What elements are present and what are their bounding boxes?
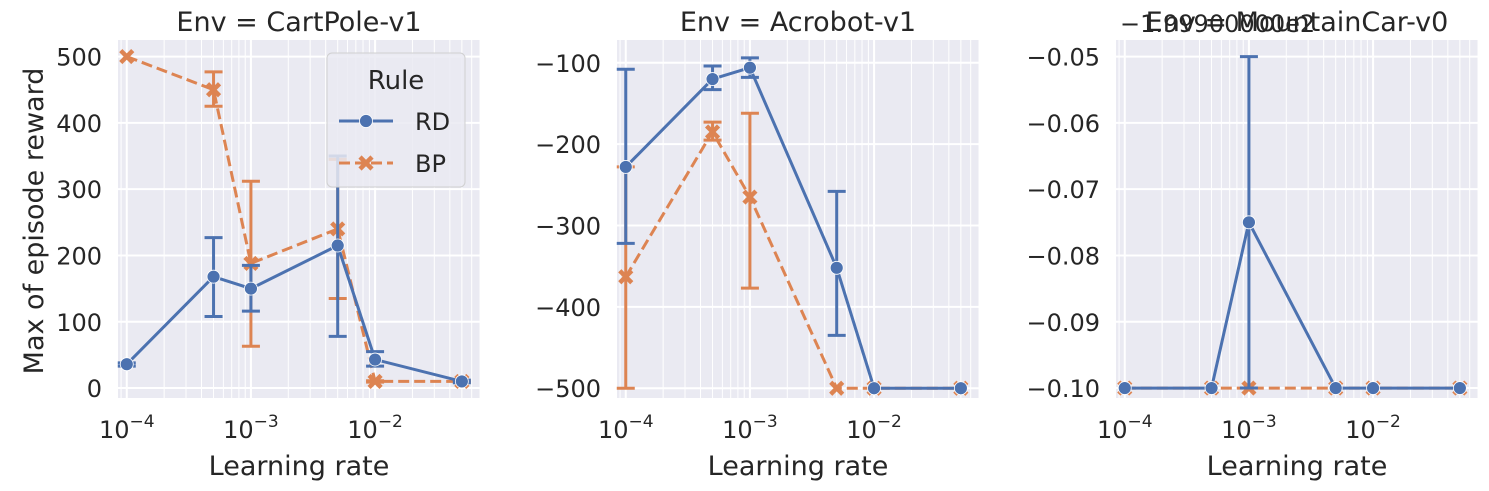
- x-tick-label: 10−3: [1221, 412, 1277, 444]
- data-point: [243, 255, 259, 272]
- data-point-stroke-b: [618, 269, 634, 285]
- y-tick-label: −0.07: [1026, 176, 1100, 204]
- data-point: [1204, 381, 1219, 395]
- x-tick-label: 10−4: [99, 412, 155, 444]
- data-point: [1452, 381, 1467, 395]
- y-tick-label: −200: [535, 131, 601, 159]
- x-tick-label: 10−4: [598, 412, 654, 444]
- x-tick-label: 10−2: [1345, 412, 1401, 444]
- data-point: [454, 374, 469, 389]
- data-point: [705, 72, 720, 86]
- x-axis-label: Learning rate: [1207, 451, 1388, 482]
- y-tick-label: −0.09: [1026, 309, 1100, 337]
- series-line: [126, 55, 462, 383]
- panel-title: Env = CartPole-v1: [176, 7, 421, 38]
- data-point: [368, 352, 382, 367]
- data-point: [867, 381, 881, 396]
- y-tick-label: −500: [535, 375, 601, 403]
- axis-offset-text: −1.99900000e2: [1120, 10, 1315, 38]
- y-tick-label: −300: [535, 213, 601, 241]
- plot-area: [617, 40, 979, 398]
- x-tick-label: 10−4: [1097, 412, 1153, 444]
- y-tick-label: −400: [535, 294, 601, 322]
- data-point-stroke-b: [829, 380, 845, 396]
- series-line: [624, 66, 961, 390]
- panel-title: Env = Acrobot-v1: [680, 7, 916, 38]
- y-tick-label: −100: [535, 50, 601, 78]
- panel-1: 10−4 10−3 10−2 0 100 200 300 400 500 Env = CartPo…: [56, 7, 481, 482]
- series-line: [1124, 220, 1460, 390]
- data-point: [618, 269, 634, 285]
- y-axis-label: Max of episode reward: [19, 68, 50, 375]
- legend-marker-stroke-b: [358, 155, 374, 171]
- plot-area: [1116, 40, 1478, 398]
- data-point: [205, 82, 222, 98]
- data-point-stroke-b: [243, 255, 259, 272]
- y-tick-label: 100: [56, 309, 102, 337]
- data-point: [119, 357, 134, 372]
- panel-3: 10−4 10−3 10−2 −0.10 −0.09 −0.08 −0.07 −0.06 −0.…: [1026, 7, 1479, 482]
- data-point: [1366, 381, 1380, 395]
- data-point: [1328, 381, 1343, 395]
- legend-title: Rule: [368, 66, 425, 96]
- data-point: [244, 281, 258, 296]
- data-point-stroke-b: [367, 373, 383, 390]
- y-tick-label: −0.10: [1026, 375, 1100, 403]
- data-point-stroke-b: [742, 189, 758, 205]
- error-bar: [616, 67, 635, 245]
- data-point: [206, 269, 221, 284]
- y-tick-label: −0.06: [1026, 110, 1100, 138]
- data-point: [742, 189, 758, 205]
- data-point-stroke-b: [704, 124, 721, 140]
- y-tick-label: −0.08: [1026, 242, 1100, 270]
- x-axis-label: Learning rate: [209, 451, 390, 482]
- legend-marker: [359, 114, 373, 128]
- x-axis-label: Learning rate: [708, 451, 889, 482]
- gridlines: [118, 40, 481, 398]
- y-tick-label: 300: [56, 176, 102, 204]
- data-point: [618, 160, 633, 174]
- legend-box: [326, 52, 466, 188]
- data-point: [330, 238, 345, 253]
- legend-label: BP: [415, 150, 446, 178]
- panel-title: Env = MountainCar-v0: [1146, 7, 1449, 38]
- y-tick-label: 200: [56, 242, 102, 270]
- data-point: [953, 381, 968, 396]
- data-point: [743, 60, 757, 75]
- data-point: [367, 373, 383, 390]
- data-point: [829, 380, 845, 396]
- data-point: [829, 260, 844, 275]
- legend-entry-bp: BP: [339, 150, 446, 178]
- y-tick-label: 0: [87, 375, 102, 403]
- panels: 10−4 10−3 10−2 0 100 200 300 400 500 Env = CartPo…: [56, 7, 1479, 482]
- series-rd: [616, 56, 968, 396]
- series-rd: [1117, 55, 1467, 395]
- legend: Rule RD BP: [326, 52, 466, 188]
- legend-marker: [358, 155, 374, 171]
- x-tick-label: 10−3: [722, 412, 778, 444]
- error-bar: [740, 111, 759, 290]
- data-point-stroke-b: [119, 48, 135, 65]
- data-point: [1117, 381, 1132, 395]
- legend-entry-rd: RD: [339, 108, 450, 136]
- x-tick-label: 10−2: [846, 412, 902, 444]
- data-point: [1242, 215, 1256, 230]
- data-point: [704, 124, 721, 140]
- x-tick-label: 10−2: [347, 412, 403, 444]
- y-tick-label: −0.05: [1026, 44, 1100, 72]
- series-line: [125, 244, 463, 383]
- legend-label: RD: [415, 108, 450, 136]
- x-tick-label: 10−3: [223, 412, 279, 444]
- panel-2: 10−4 10−3 10−2 −500 −400 −300 −200 −100 Env = Ac…: [535, 7, 980, 482]
- y-tick-label: 400: [56, 110, 102, 138]
- y-tick-label: 500: [56, 44, 102, 72]
- data-point: [119, 48, 135, 65]
- data-point-stroke-b: [205, 82, 222, 98]
